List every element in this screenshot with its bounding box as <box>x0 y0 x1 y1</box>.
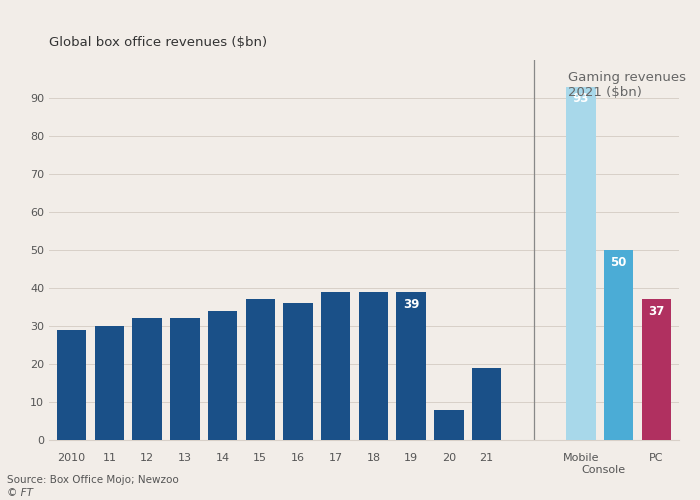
Text: 20: 20 <box>442 454 456 464</box>
Text: © FT: © FT <box>7 488 33 498</box>
Bar <box>358 292 388 440</box>
Bar <box>604 250 634 440</box>
Text: 39: 39 <box>403 298 419 310</box>
Bar <box>472 368 501 440</box>
Bar <box>57 330 86 440</box>
Bar <box>94 326 124 440</box>
Text: 17: 17 <box>328 454 343 464</box>
Text: 19: 19 <box>404 454 418 464</box>
Text: 13: 13 <box>178 454 192 464</box>
Bar <box>132 318 162 440</box>
Bar <box>246 300 275 440</box>
Bar <box>170 318 199 440</box>
Text: 93: 93 <box>573 92 589 106</box>
Text: 14: 14 <box>216 454 230 464</box>
Bar <box>208 311 237 440</box>
Bar <box>642 300 671 440</box>
Text: Gaming revenues
2021 ($bn): Gaming revenues 2021 ($bn) <box>568 72 686 100</box>
Text: 50: 50 <box>610 256 626 268</box>
Text: Source: Box Office Mojo; Newzoo: Source: Box Office Mojo; Newzoo <box>7 475 178 485</box>
Bar <box>321 292 351 440</box>
Text: Mobile: Mobile <box>563 454 599 464</box>
Bar <box>396 292 426 440</box>
Text: Global box office revenues ($bn): Global box office revenues ($bn) <box>49 36 267 49</box>
Bar <box>284 303 313 440</box>
Bar <box>434 410 463 440</box>
Text: 11: 11 <box>102 454 116 464</box>
Text: 18: 18 <box>366 454 381 464</box>
Bar <box>566 86 596 440</box>
Text: 37: 37 <box>648 305 664 318</box>
Text: 2010: 2010 <box>57 454 85 464</box>
Text: 21: 21 <box>480 454 494 464</box>
Text: PC: PC <box>649 454 664 464</box>
Text: 12: 12 <box>140 454 154 464</box>
Text: 16: 16 <box>291 454 305 464</box>
Text: Console: Console <box>582 464 626 474</box>
Text: 15: 15 <box>253 454 267 464</box>
